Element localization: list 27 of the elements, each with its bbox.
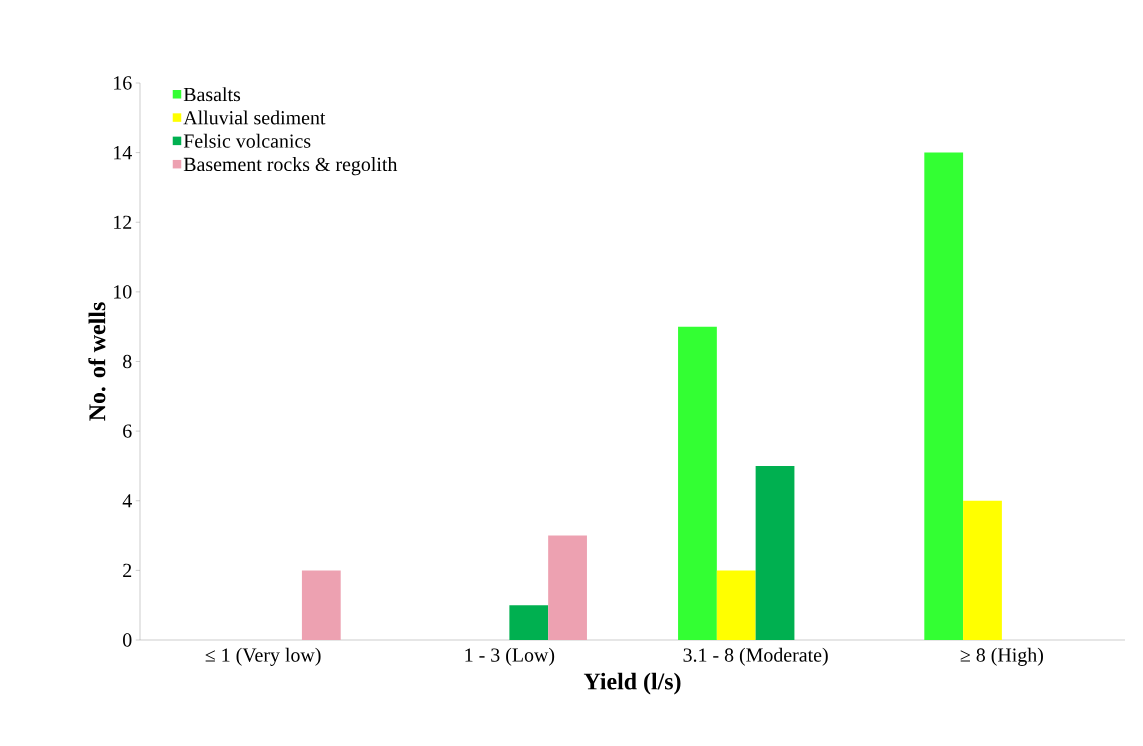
x-tick-label: ≤ 1 (Very low) <box>205 647 321 666</box>
y-tick-label: 14 <box>114 146 132 160</box>
bar <box>755 465 795 640</box>
bar <box>963 500 1002 640</box>
bar <box>548 535 587 640</box>
y-axis-title: No. of wells <box>88 302 106 421</box>
y-tick-label: 4 <box>122 494 132 508</box>
bar <box>716 570 756 640</box>
x-tick-label: 1 - 3 (Low) <box>465 647 555 666</box>
legend-label: Alluvial sediment <box>183 110 326 125</box>
y-tick-label: 10 <box>114 285 132 299</box>
y-tick-label: 6 <box>123 424 132 438</box>
bar <box>301 570 341 640</box>
x-tick-label: ≥ 8 (High) <box>960 647 1043 666</box>
legend-label: Basalts <box>183 87 241 102</box>
y-tick-label: 12 <box>114 215 132 229</box>
legend-label: Basement rocks & regolith <box>183 157 398 176</box>
y-tick-label: 0 <box>123 633 132 647</box>
x-tick-label: 3.1 - 8 (Moderate) <box>683 647 828 666</box>
y-tick-label: 2 <box>123 563 132 577</box>
bar <box>678 326 717 640</box>
legend-label: Felsic volcanics <box>183 133 311 148</box>
bar <box>509 605 549 640</box>
x-axis-title: Yield (l/s) <box>583 672 681 695</box>
bar <box>924 152 964 640</box>
y-tick-label: 16 <box>114 76 132 90</box>
y-tick-label: 8 <box>123 354 132 369</box>
